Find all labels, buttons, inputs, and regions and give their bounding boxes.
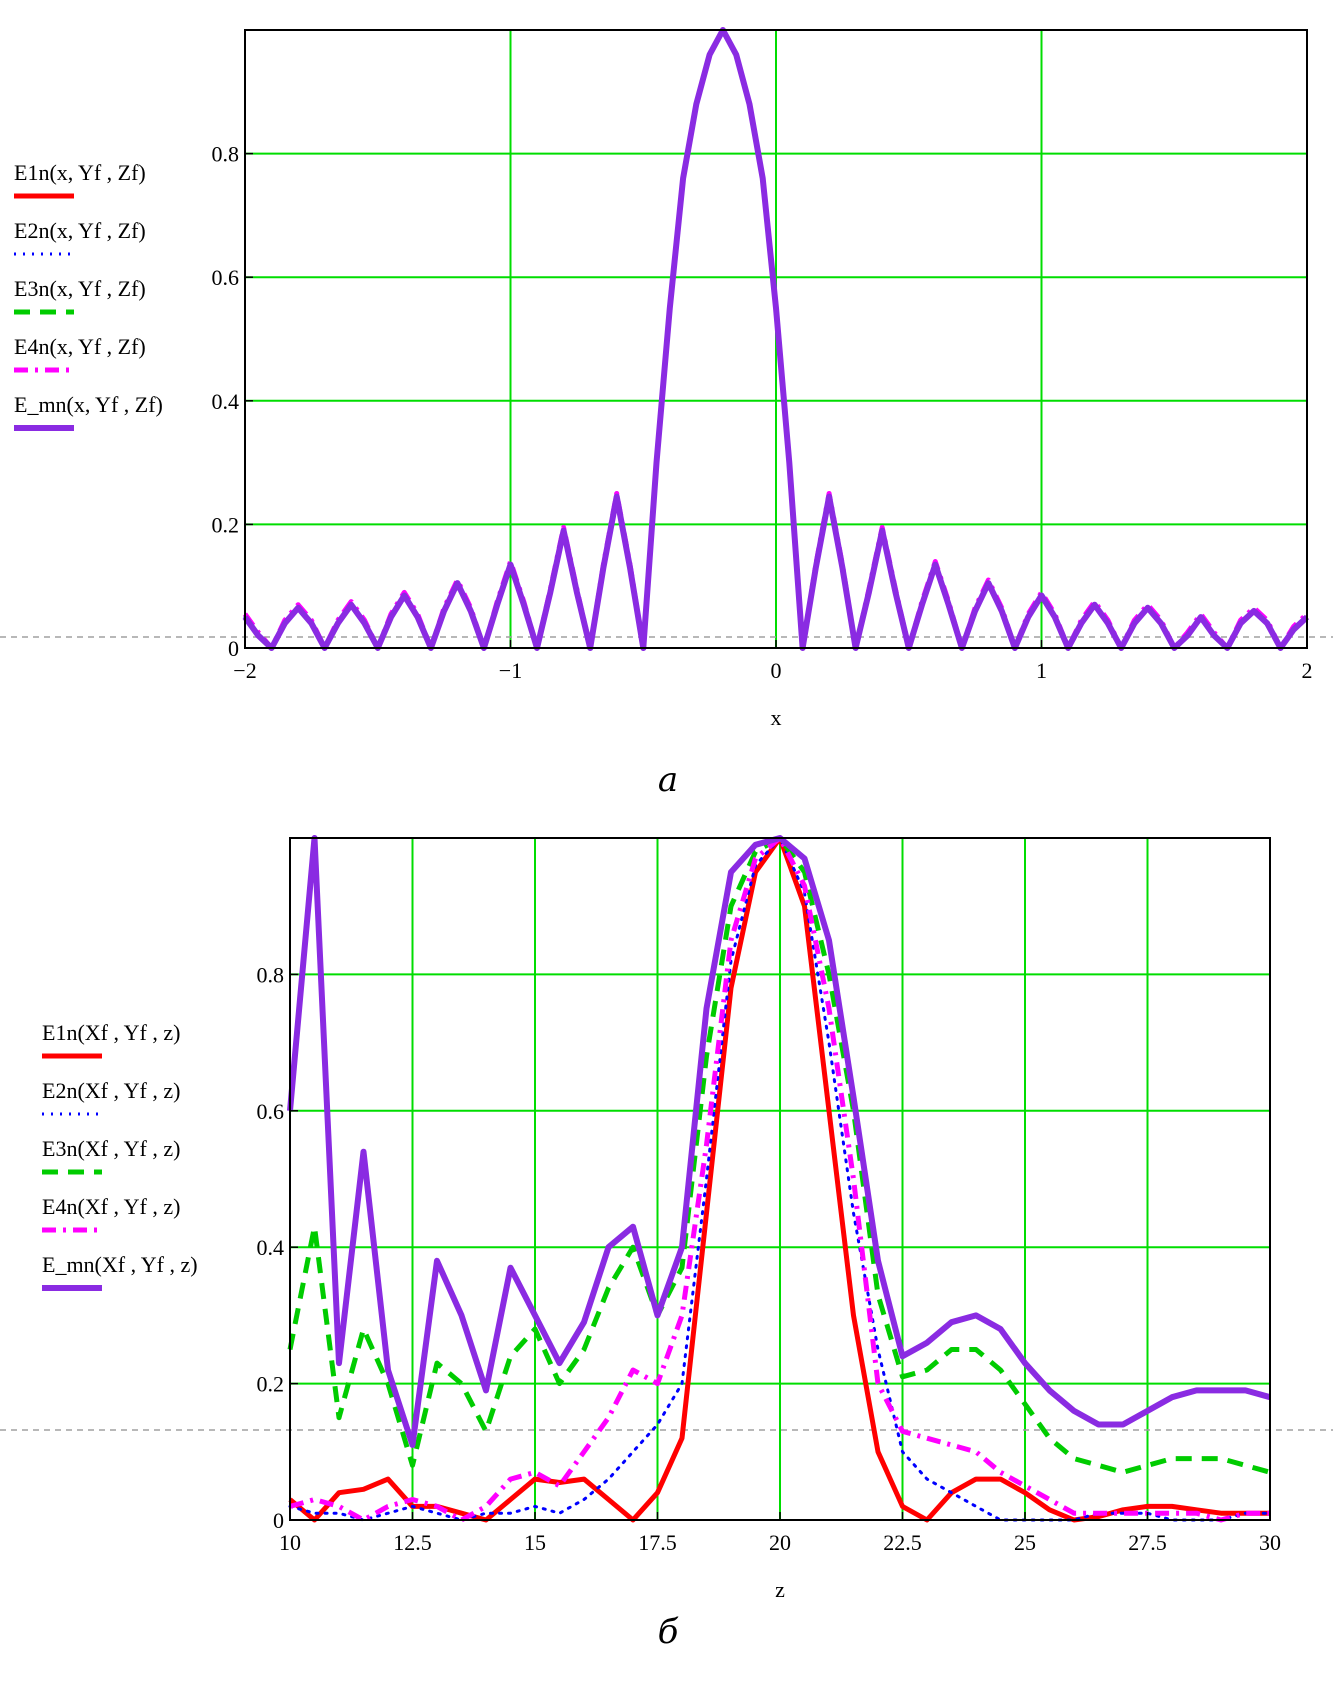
caption-a: а [657, 760, 679, 800]
legend-label: E3n(x, Yf , Zf) [14, 276, 146, 301]
y-tick-label: 0.2 [257, 1372, 285, 1397]
y-tick-label: 0 [228, 636, 239, 661]
legend-label: E_mn(x, Yf , Zf) [14, 392, 163, 417]
x-tick-label: 10 [279, 1530, 301, 1555]
legend-label: E2n(Xf , Yf , z) [42, 1078, 180, 1103]
series-line-4 [289, 835, 1270, 1523]
x-tick-label: 0 [771, 658, 782, 683]
legend-label: E4n(Xf , Yf , z) [42, 1194, 180, 1219]
legend-label: E1n(Xf , Yf , z) [42, 1020, 180, 1045]
y-tick-label: 0.2 [212, 512, 240, 537]
y-tick-label: 0.8 [212, 142, 240, 167]
caption-b: б [657, 1612, 679, 1652]
y-tick-label: 0.4 [257, 1235, 285, 1260]
y-tick-label: 0 [273, 1508, 284, 1533]
x-tick-label: 27.5 [1128, 1530, 1167, 1555]
x-axis-label: x [771, 705, 782, 730]
legend-label: E2n(x, Yf , Zf) [14, 218, 146, 243]
legend-label: E1n(x, Yf , Zf) [14, 160, 146, 185]
x-tick-label: 2 [1302, 658, 1313, 683]
legend-label: E_mn(Xf , Yf , z) [42, 1252, 198, 1277]
chart-b: 10 12.5 15 17.5 20 22.5 25 27.5 30 0 0.2 0.4 0.6 0.8 z… [0, 835, 1333, 1602]
y-tick-label: 0.8 [257, 962, 285, 987]
legend-label: E3n(Xf , Yf , z) [42, 1136, 180, 1161]
y-tick-label: 0.6 [257, 1099, 285, 1124]
y-tick-label: 0.6 [212, 265, 240, 290]
x-tick-label: 17.5 [638, 1530, 677, 1555]
x-tick-label: 25 [1014, 1530, 1036, 1555]
x-axis-label: z [775, 1577, 785, 1602]
legend-label: E4n(x, Yf , Zf) [14, 334, 146, 359]
series-line-3 [287, 835, 1271, 1475]
y-tick-label: 0.4 [212, 389, 240, 414]
x-tick-label: 1 [1036, 658, 1047, 683]
x-tick-label: 15 [524, 1530, 546, 1555]
x-tick-label: 12.5 [393, 1530, 432, 1555]
x-tick-label: 22.5 [883, 1530, 922, 1555]
x-tick-label: 20 [769, 1530, 791, 1555]
x-tick-label: 30 [1259, 1530, 1281, 1555]
x-tick-label: −2 [233, 658, 256, 683]
chart-a: −2 −1 0 1 2 0 0.2 0.4 0.6 0.8 x E1n(x, Yf , Zf) E2n(… [0, 27, 1333, 730]
series-line-5 [242, 27, 1310, 651]
x-tick-label: −1 [499, 658, 522, 683]
